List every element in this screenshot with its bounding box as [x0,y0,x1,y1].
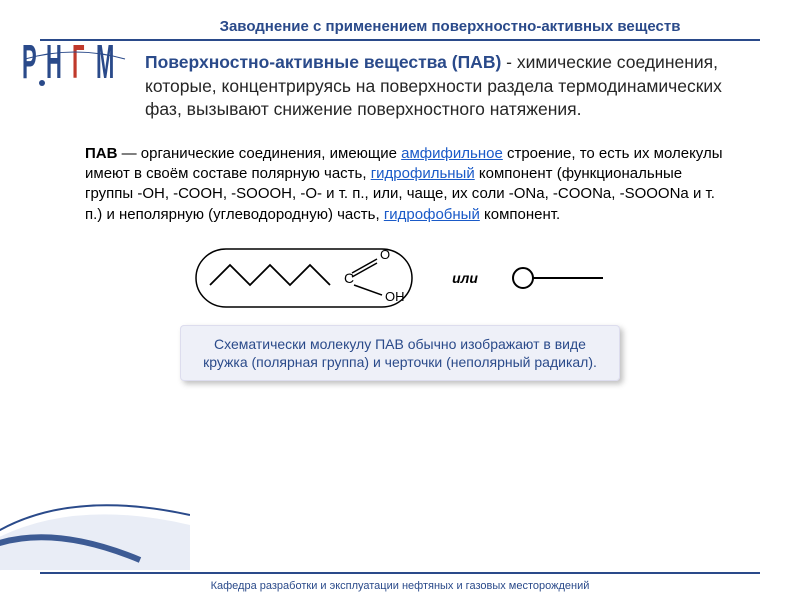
svg-text:OH: OH [385,289,405,304]
link-amphiphilic[interactable]: амфифильное [401,145,503,162]
svg-text:Н: Н [46,45,62,88]
footer-text: Кафедра разработки и эксплуатации нефтян… [0,580,800,592]
or-label: или [452,270,478,286]
abbrev-bold: ПАВ [85,145,117,162]
molecule-diagram-row: C O OH или [40,243,760,313]
logo: Р Н Г М [20,45,130,100]
molecule-detailed-icon: C O OH [192,243,422,313]
link-hydrophilic[interactable]: гидрофильный [371,165,475,182]
svg-text:Г: Г [72,45,84,88]
decorative-swoosh [0,430,190,570]
svg-text:М: М [96,45,114,88]
molecule-simple-icon [508,263,608,293]
slide-title: Заводнение с применением поверхностно-ак… [140,18,760,35]
header-rule [40,39,760,41]
footer-rule [40,572,760,574]
definition-paragraph: Поверхностно-активные вещества (ПАВ) - х… [145,51,750,122]
svg-text:O: O [380,247,390,262]
svg-text:Р: Р [22,45,37,88]
callout-box: Схематически молекулу ПАВ обычно изображ… [180,325,620,381]
callout-text: Схематически молекулу ПАВ обычно изображ… [203,336,597,370]
link-hydrophobic[interactable]: гидрофобный [384,206,480,223]
description-paragraph: ПАВ — органические соединения, имеющие а… [85,144,725,225]
slide: Заводнение с применением поверхностно-ак… [0,0,800,600]
term-highlight: Поверхностно-активные вещества (ПАВ) [145,52,501,72]
